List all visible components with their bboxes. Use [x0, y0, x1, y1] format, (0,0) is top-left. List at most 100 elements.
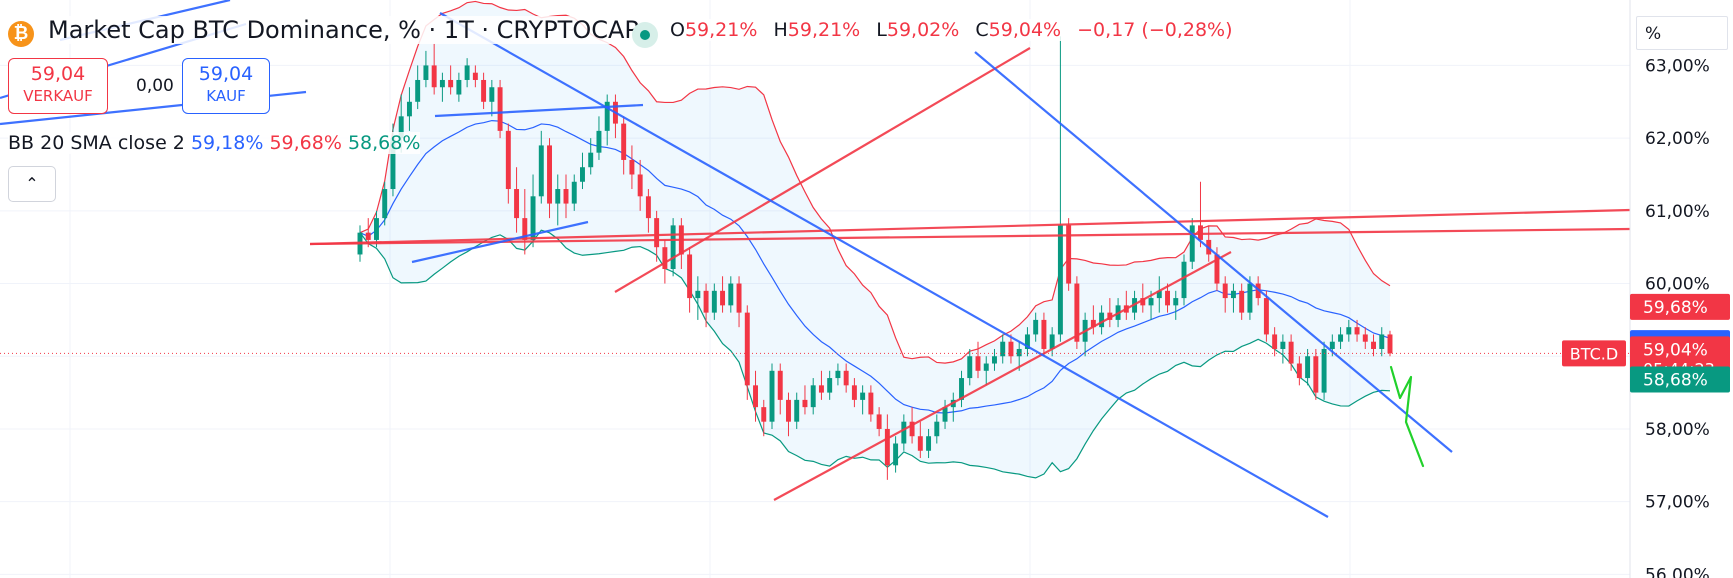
- high-value: 59,21%: [787, 19, 861, 41]
- candle-body: [547, 145, 552, 204]
- candle: [975, 341, 981, 379]
- candle: [654, 210, 660, 262]
- candle-body: [604, 101, 610, 131]
- candle: [1230, 283, 1236, 313]
- candle-body: [1173, 298, 1179, 306]
- candle-body: [365, 232, 371, 240]
- candle-body: [489, 87, 495, 102]
- sell-label: VERKAUF: [23, 87, 93, 105]
- ascending-support-line: [773, 251, 1232, 501]
- candle-body: [843, 370, 849, 386]
- candle: [1379, 327, 1385, 357]
- candle-body: [1247, 283, 1253, 313]
- candle: [604, 94, 610, 146]
- candle: [794, 392, 800, 429]
- scale-mode-field[interactable]: %: [1636, 16, 1728, 50]
- candle: [637, 159, 643, 211]
- candle-body: [1156, 290, 1162, 299]
- candle: [761, 399, 767, 437]
- buy-button[interactable]: 59,04 KAUF: [182, 58, 270, 114]
- candle-body: [390, 138, 396, 190]
- drawings: [0, 0, 1631, 518]
- candle-body: [1008, 341, 1014, 357]
- candle: [868, 385, 874, 422]
- open-value: 59,21%: [684, 19, 758, 41]
- bb-basis-line: [359, 119, 1391, 414]
- candle-body: [1024, 334, 1030, 349]
- candle: [876, 407, 882, 437]
- candles: [357, 36, 1393, 480]
- candle: [1165, 283, 1170, 313]
- candle-body: [481, 79, 487, 102]
- candle-body: [959, 378, 964, 400]
- candle: [1272, 327, 1278, 357]
- candle-body: [1198, 225, 1203, 240]
- candle: [571, 174, 577, 211]
- price-label-text: 59,04%: [1643, 340, 1708, 360]
- candle-body: [571, 181, 577, 204]
- candle: [1189, 218, 1195, 270]
- bb-lower-value: 58,68%: [347, 132, 421, 154]
- candle-body: [1239, 290, 1245, 313]
- candle-body: [1379, 334, 1385, 349]
- sell-button[interactable]: 59,04 VERKAUF: [8, 58, 108, 114]
- candle: [901, 414, 907, 451]
- candle: [1066, 218, 1072, 291]
- candle-body: [563, 189, 569, 204]
- candle-body: [637, 174, 643, 197]
- candle: [374, 210, 379, 248]
- candle-body: [530, 196, 536, 240]
- candle-body: [423, 65, 429, 80]
- candle: [934, 414, 940, 444]
- candle-body: [1313, 356, 1319, 393]
- candle-body: [670, 225, 676, 270]
- candle: [711, 283, 717, 320]
- close-value: 59,04%: [988, 19, 1062, 41]
- candle-body: [744, 312, 750, 386]
- candle: [538, 130, 544, 204]
- candle: [827, 370, 833, 400]
- candle: [1107, 298, 1113, 328]
- candle-body: [1230, 290, 1236, 299]
- candle: [580, 152, 585, 190]
- candle-body: [934, 421, 940, 437]
- buy-label: KAUF: [206, 87, 246, 105]
- low-label: L: [876, 19, 887, 41]
- resistance-line-2: [309, 227, 1631, 246]
- candle-body: [942, 407, 948, 422]
- bollinger-legend[interactable]: BB 20 SMA close 2 59,18% 59,68% 58,68%: [8, 132, 421, 154]
- collapse-legend-button[interactable]: ⌃: [8, 166, 56, 202]
- candle-body: [374, 218, 379, 240]
- candle: [1338, 327, 1344, 349]
- candle: [983, 356, 989, 386]
- candle-body: [1338, 334, 1344, 342]
- candle: [926, 428, 932, 459]
- candle: [464, 58, 470, 88]
- candle: [720, 276, 726, 313]
- candle-body: [851, 385, 857, 400]
- candle-body: [802, 399, 808, 408]
- candle-body: [1066, 225, 1072, 284]
- bitcoin-logo-icon: ₿: [8, 21, 34, 47]
- candle-body: [1272, 334, 1278, 349]
- candle: [1313, 348, 1319, 400]
- symbol-tag-text: BTC.D: [1570, 344, 1618, 363]
- y-tick-label: 60,00%: [1645, 275, 1710, 295]
- market-status-icon[interactable]: [632, 22, 658, 48]
- candle: [802, 385, 808, 415]
- bb-upper-value: 59,68%: [269, 132, 342, 154]
- candle: [967, 348, 973, 386]
- price-label-text: 59,68%: [1643, 298, 1708, 318]
- price-label-box: [1630, 293, 1730, 320]
- candle: [472, 65, 478, 88]
- candle: [621, 116, 627, 175]
- chart-title[interactable]: Market Cap BTC Dominance, % · 1T · CRYPT…: [44, 16, 643, 44]
- y-tick-label: 63,00%: [1645, 56, 1710, 76]
- candle-body: [860, 392, 866, 400]
- candle: [382, 181, 388, 226]
- candle-body: [1288, 341, 1294, 364]
- open-label: O: [670, 19, 685, 41]
- candle-body: [1346, 327, 1352, 335]
- candle: [769, 363, 775, 429]
